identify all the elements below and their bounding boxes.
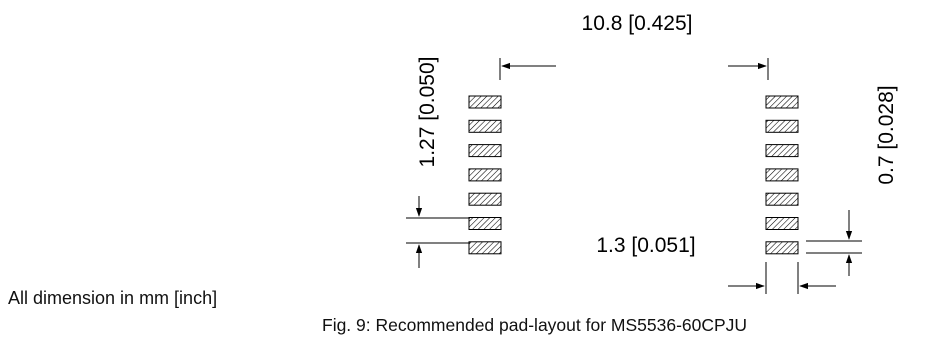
pitch-dimension	[406, 196, 470, 268]
pitch-dimension-label: 1.27 [0.050]	[416, 57, 439, 168]
pad-row-right	[765, 95, 799, 255]
pad-right-2	[765, 119, 799, 133]
pad-right-4	[765, 168, 799, 182]
pad-left-2	[468, 119, 502, 133]
pad-left-1	[468, 95, 502, 109]
pad-left-3	[468, 144, 502, 158]
pad-width-dimension-label: 1.3 [0.051]	[596, 234, 695, 257]
figure-caption: Fig. 9: Recommended pad-layout for MS553…	[322, 315, 748, 335]
pad-left-5	[468, 192, 502, 206]
pad-left-4	[468, 168, 502, 182]
pad-left-6	[468, 217, 502, 230]
pad-height-dimension	[806, 210, 862, 276]
pad-width-dimension	[728, 262, 836, 294]
pad-height-dimension-label: 0.7 [0.028]	[875, 85, 898, 184]
span-dimension	[499, 58, 769, 80]
span-dimension-label: 10.8 [0.425]	[582, 12, 693, 35]
pad-right-7	[765, 241, 799, 255]
pad-right-3	[765, 144, 799, 158]
pad-row-left	[468, 95, 502, 255]
pad-left-7	[468, 241, 502, 255]
pad-right-6	[765, 217, 799, 230]
pad-right-1	[765, 95, 799, 109]
pad-right-5	[765, 192, 799, 206]
units-note: All dimension in mm [inch]	[8, 288, 218, 308]
